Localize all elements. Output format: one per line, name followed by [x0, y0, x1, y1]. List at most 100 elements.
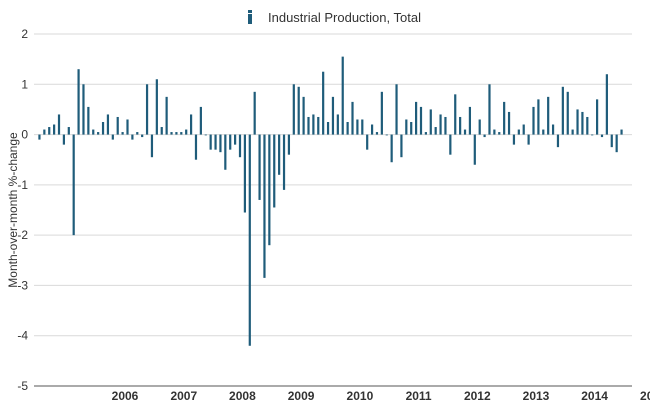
bar — [551, 124, 555, 135]
bar — [586, 116, 589, 135]
bar — [415, 101, 418, 135]
bar — [214, 134, 217, 150]
bar — [571, 129, 574, 135]
bar — [375, 132, 379, 135]
bar — [459, 116, 462, 135]
bar — [488, 84, 491, 135]
y-axis-label: Month-over-month %-change — [6, 132, 20, 288]
bar — [322, 71, 325, 135]
bar — [620, 129, 623, 135]
bar — [410, 122, 413, 135]
bar — [97, 132, 100, 135]
bar — [493, 129, 496, 135]
bar — [312, 114, 315, 135]
bar — [605, 74, 608, 135]
bar — [160, 127, 163, 135]
bar — [77, 69, 80, 135]
bar — [145, 84, 149, 135]
x-tick-label: 2006 — [112, 389, 139, 403]
x-tick-label: 2015 — [640, 389, 650, 403]
bar — [48, 127, 51, 135]
bar — [292, 84, 295, 135]
bar — [434, 127, 437, 135]
bar — [87, 106, 90, 135]
bar — [576, 109, 579, 135]
bar — [405, 119, 408, 135]
bar — [341, 56, 344, 135]
bar — [67, 127, 70, 135]
bar — [92, 129, 95, 135]
bar — [278, 134, 281, 175]
bar — [556, 134, 560, 148]
bar — [566, 91, 569, 135]
bar — [361, 119, 364, 135]
bar — [180, 132, 183, 135]
bar — [351, 101, 354, 135]
bar — [468, 106, 472, 135]
legend-label: Industrial Production, Total — [268, 10, 421, 25]
y-tick-label: 2 — [21, 27, 28, 41]
bar — [366, 134, 369, 150]
x-tick-label: 2009 — [288, 389, 315, 403]
x-tick-label: 2012 — [464, 389, 491, 403]
bar — [229, 134, 232, 150]
bar — [121, 132, 124, 135]
bar — [615, 134, 618, 153]
bar — [219, 134, 222, 153]
y-tick-label: -5 — [17, 379, 28, 393]
bar — [185, 129, 188, 135]
bar — [307, 116, 310, 135]
bar — [82, 84, 85, 135]
bar — [370, 124, 374, 135]
bar — [136, 132, 139, 135]
bar — [248, 134, 251, 346]
bar — [258, 134, 261, 200]
bar — [170, 132, 173, 135]
bar — [542, 129, 545, 135]
x-axis-ticks: 2006 2007 2008 2009 2010 2011 2012 2013 2014 2015 — [112, 389, 650, 403]
bar — [57, 114, 61, 135]
bar — [224, 134, 227, 170]
bar — [390, 134, 393, 163]
bar — [385, 134, 388, 136]
bar — [101, 122, 105, 135]
bar — [449, 134, 452, 155]
bar — [331, 96, 335, 135]
y-tick-label: 1 — [21, 77, 28, 91]
bar — [346, 122, 349, 135]
bar — [243, 134, 246, 213]
bar — [517, 129, 520, 135]
bar — [547, 96, 550, 135]
bar — [473, 134, 476, 165]
bar — [204, 134, 207, 136]
bar — [126, 119, 129, 135]
bar — [591, 134, 594, 136]
bar — [419, 106, 423, 135]
bar — [483, 134, 486, 138]
bar — [395, 84, 398, 135]
bar — [268, 134, 271, 246]
grid — [34, 33, 632, 387]
bar — [507, 111, 511, 135]
y-tick-label: -2 — [17, 228, 28, 242]
bar — [175, 132, 178, 135]
x-tick-label: 2013 — [523, 389, 550, 403]
bar — [189, 114, 193, 135]
bar — [141, 134, 144, 138]
bar — [72, 134, 75, 236]
x-tick-label: 2008 — [229, 389, 256, 403]
x-tick-label: 2010 — [347, 389, 374, 403]
bar — [273, 134, 276, 208]
x-tick-label: 2014 — [581, 389, 608, 403]
bar — [596, 99, 599, 135]
bar — [282, 134, 286, 190]
bar — [238, 134, 242, 158]
bar — [165, 96, 168, 135]
bar — [297, 86, 300, 135]
x-tick-label: 2011 — [406, 389, 432, 403]
y-tick-label: 0 — [21, 128, 28, 142]
bar — [439, 114, 442, 135]
bar — [287, 134, 291, 155]
bar — [380, 91, 383, 135]
